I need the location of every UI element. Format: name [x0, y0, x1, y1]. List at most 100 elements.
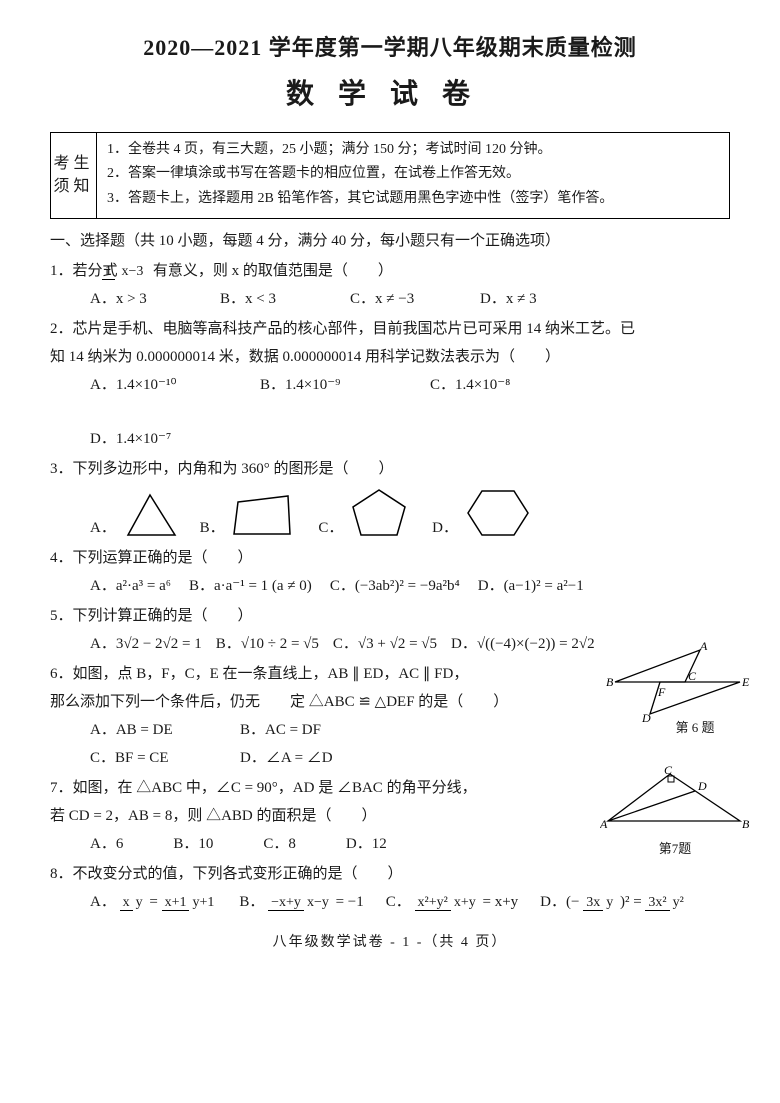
frac-num: 3x [583, 895, 603, 911]
question-2-cont: 知 14 纳米为 0.000000014 米，数据 0.000000014 用科… [50, 345, 730, 369]
option-a: A． xy = x+1y+1 [90, 890, 217, 914]
svg-text:D: D [641, 711, 651, 722]
svg-text:E: E [741, 675, 750, 689]
q1-options: A．x > 3 B．x < 3 C．x ≠ −3 D．x ≠ 3 [90, 287, 730, 311]
option-c: C．8 [263, 832, 296, 856]
question-1: 1．若分式 1 x−3 有意义，则 x 的取值范围是（ ） [72, 259, 730, 283]
svg-text:B: B [742, 817, 750, 831]
frac-den: y [603, 895, 616, 910]
frac-den: y [133, 895, 146, 910]
frac-den: x+y [451, 895, 479, 910]
option-d: D．(a−1)² = a²−1 [478, 574, 584, 598]
option-a: A．AB = DE [90, 718, 190, 742]
question-6-wrap: 6．如图，点 B，F，C，E 在一条直线上，AB ∥ ED，AC ∥ FD， 那… [50, 662, 730, 770]
option-c: C．√3 + √2 = √5 [333, 632, 437, 656]
question-8: 8．不改变分式的值，下列各式变形正确的是（ ） [72, 862, 730, 886]
notice-item: 1．全卷共 4 页，有三大题，25 小题；满分 150 分；考试时间 120 分… [107, 139, 719, 161]
quadrilateral-icon [228, 490, 298, 540]
option-d: D． [432, 485, 532, 540]
page-title-2: 数学试卷 [50, 73, 730, 118]
svg-text:C: C [664, 766, 673, 777]
opt-label: C． [318, 520, 343, 536]
svg-text:B: B [606, 675, 614, 689]
frac-num: 3x² [645, 895, 669, 911]
question-2: 2．芯片是手机、电脑等高科技产品的核心部件，目前我国芯片已可采用 14 纳米工艺… [72, 317, 730, 341]
section-1-header: 一、选择题（共 10 小题，每题 4 分，满分 40 分，每小题只有一个正确选项… [50, 229, 730, 253]
option-d: D．1.4×10⁻⁷ [90, 427, 230, 451]
option-a: A．x > 3 [90, 287, 190, 311]
question-7-wrap: 7．如图，在 △ABC 中，∠C = 90°，AD 是 ∠BAC 的角平分线， … [50, 776, 730, 856]
option-d: D．(− 3xy )² = 3x²y² [540, 890, 687, 914]
option-a: A．1.4×10⁻¹⁰ [90, 373, 230, 397]
frac-den: y² [670, 895, 687, 910]
notice-item: 2．答案一律填涂或书写在答题卡的相应位置，在试卷上作答无效。 [107, 163, 719, 185]
frac-num: −x+y [268, 895, 304, 911]
option-c: C． x²+y²x+y = x+y [386, 890, 518, 914]
option-b: B．√10 ÷ 2 = √5 [216, 632, 319, 656]
notice-item: 3．答题卡上，选择题用 2B 铅笔作答，其它试题用黑色字迹中性（签字）笔作答。 [107, 188, 719, 210]
svg-text:A: A [699, 642, 708, 653]
option-a: A．a²·a³ = a⁶ [90, 574, 171, 598]
question-4: 4．下列运算正确的是（ ） [72, 546, 730, 570]
q7-diagram-icon: A B C D [600, 766, 750, 831]
q4-options: A．a²·a³ = a⁶ B．a·a⁻¹ = 1 (a ≠ 0) C．(−3ab… [90, 574, 730, 598]
option-c: C．BF = CE [90, 746, 190, 770]
q6-diagram-icon: A B C F E D [600, 642, 750, 722]
q8-options: A． xy = x+1y+1 B． −x+yx−y = −1 C． x²+y²x… [90, 890, 730, 914]
tail: = −1 [336, 894, 364, 910]
pentagon-icon [347, 485, 412, 540]
frac-num: x+1 [162, 895, 190, 911]
notice-right: 1．全卷共 4 页，有三大题，25 小题；满分 150 分；考试时间 120 分… [97, 133, 729, 218]
frac-den: x−3 [119, 264, 147, 279]
option-c: C．1.4×10⁻⁸ [430, 373, 570, 397]
q3-options: A． B． C． D． [90, 485, 730, 540]
hexagon-icon [462, 485, 532, 540]
frac-num: x [120, 895, 133, 911]
opt-lead: B． [239, 894, 264, 910]
option-b: B．10 [173, 832, 213, 856]
mid: )² = [620, 894, 645, 910]
q1-fraction: 1 x−3 [121, 264, 149, 279]
option-b: B． [200, 490, 299, 540]
option-c: C．(−3ab²)² = −9a²b⁴ [330, 574, 460, 598]
svg-text:D: D [697, 779, 707, 793]
question-5: 5．下列计算正确的是（ ） [72, 604, 730, 628]
q7-figure: A B C D 第7题 [600, 766, 750, 860]
opt-label: D． [432, 520, 458, 536]
option-a: A．6 [90, 832, 123, 856]
opt-label: B． [200, 520, 225, 536]
page-title-1: 2020—2021 学年度第一学期八年级期末质量检测 [50, 30, 730, 65]
option-d: D．∠A = ∠D [240, 746, 340, 770]
option-c: C．x ≠ −3 [350, 287, 450, 311]
option-a: A． [90, 490, 180, 540]
frac-num: x²+y² [415, 895, 451, 911]
frac-den: x−y [304, 895, 332, 910]
svg-text:F: F [657, 685, 666, 699]
frac-den: y+1 [189, 895, 217, 910]
page-footer: 八年级数学试卷 - 1 -（共 4 页） [50, 932, 730, 954]
notice-left-label: 考生须知 [51, 133, 97, 218]
q6-figure: A B C F E D 第 6 题 [600, 642, 750, 739]
option-b: B． −x+yx−y = −1 [239, 890, 363, 914]
option-d: D．x ≠ 3 [480, 287, 580, 311]
opt-lead: C． [386, 894, 411, 910]
triangle-icon [120, 490, 180, 540]
eq: = [149, 894, 161, 910]
q1-stem-b: 有意义，则 x 的取值范围是（ ） [153, 263, 393, 279]
option-b: B．AC = DF [240, 718, 340, 742]
option-b: B．x < 3 [220, 287, 320, 311]
svg-text:A: A [600, 817, 608, 831]
q7-fig-label: 第7题 [600, 839, 750, 860]
question-3: 3．下列多边形中，内角和为 360° 的图形是（ ） [72, 457, 730, 481]
opt-lead: A． [90, 894, 116, 910]
tail: = x+y [482, 894, 518, 910]
option-a: A．3√2 − 2√2 = 1 [90, 632, 202, 656]
q2-options: A．1.4×10⁻¹⁰ B．1.4×10⁻⁹ C．1.4×10⁻⁸ D．1.4×… [90, 373, 730, 451]
option-b: B．a·a⁻¹ = 1 (a ≠ 0) [189, 574, 312, 598]
notice-box: 考生须知 1．全卷共 4 页，有三大题，25 小题；满分 150 分；考试时间 … [50, 132, 730, 219]
opt-label: A． [90, 520, 116, 536]
option-d: D．12 [346, 832, 387, 856]
option-b: B．1.4×10⁻⁹ [260, 373, 400, 397]
option-d: D．√((−4)×(−2)) = 2√2 [451, 632, 595, 656]
frac-num: 1 [102, 264, 115, 280]
